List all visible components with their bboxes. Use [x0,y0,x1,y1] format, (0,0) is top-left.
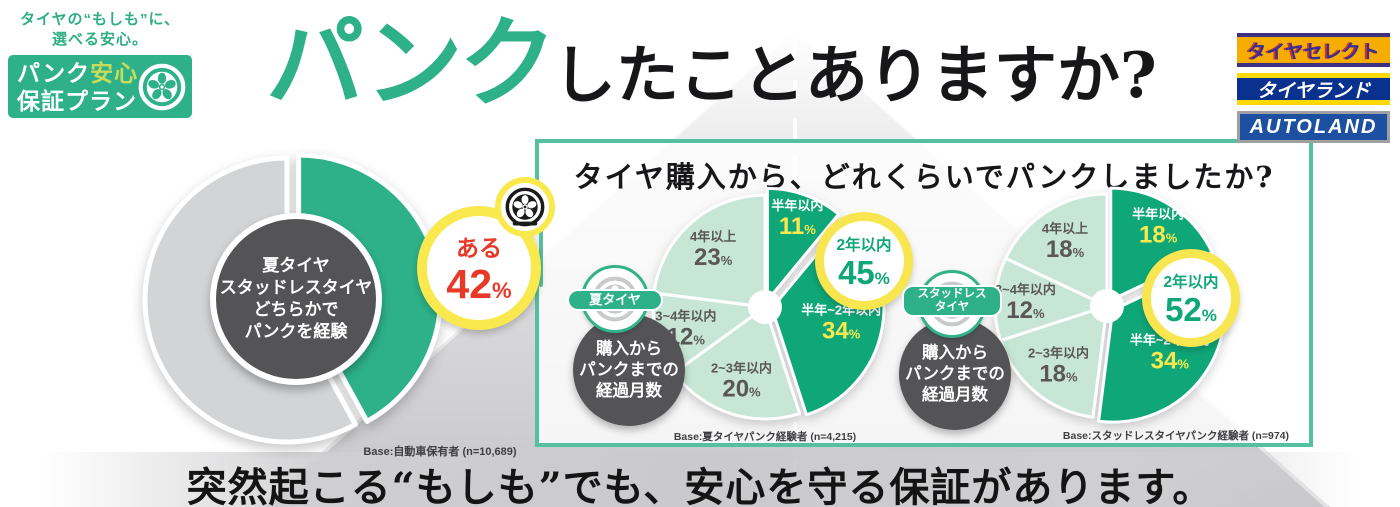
partner-logos: タイヤセレクト タイヤランド AUTOLAND [1237,33,1390,143]
logo-tire-select: タイヤセレクト [1237,33,1390,67]
badge-unit: % [492,278,512,303]
footer-band [0,452,1400,507]
donut-center-label: 夏タイヤ スタッドレスタイヤ どちらかで パンクを経験 [210,213,382,385]
summer-callout-value: 45 [838,254,875,291]
badge-value: 42 [446,261,493,307]
svg-text:34%: 34% [1151,348,1190,375]
summer-tire-pie-chart: 半年以内11%半年~2年以内34%2~3年以内20%3~4年以内12%4年以上2… [651,186,886,421]
page-title-rest: したことありますか? [552,38,1157,112]
svg-text:20%: 20% [722,375,761,402]
summer-tire-banner: 夏タイヤ [567,289,663,311]
flat-tire-icon [505,187,545,227]
logo-word-anshin: 安心 [90,59,139,86]
page-title: パンク したことありますか? [266,12,1157,116]
wheel-icon [138,63,186,111]
svg-text:2~3年以内: 2~3年以内 [711,360,772,375]
svg-text:半年以内: 半年以内 [1132,206,1184,221]
logo-autoland: AUTOLAND [1237,111,1390,143]
logo-word-panku: パンク [17,59,91,86]
brand-tagline: タイヤの“もしも”に、 選べる安心。 [19,11,181,48]
puncture-plan-logo-text: パンク安心 保証プラン [17,59,138,115]
svg-text:4年以上: 4年以上 [690,229,736,244]
svg-text:12%: 12% [1006,297,1045,324]
brand-block: タイヤの“もしも”に、 選べる安心。 パンク安心 保証プラン [8,10,192,118]
summer-callout: 2年以内 45% [815,212,913,310]
svg-text:4年以上: 4年以上 [1042,221,1088,236]
svg-text:18%: 18% [1039,361,1078,388]
svg-text:3~4年以内: 3~4年以内 [995,282,1056,297]
studless-callout-label: 2年以内 [1163,274,1219,291]
summer-base-note: Base:夏タイヤパンク経験者 (n=4,215) [673,431,857,443]
svg-text:3~4年以内: 3~4年以内 [655,308,716,323]
svg-text:34%: 34% [822,318,861,345]
panel-question: タイヤ購入から、どれくらいでパンクしましたか? [573,160,1275,194]
summer-callout-unit: % [874,269,890,288]
question-panel: タイヤ購入から、どれくらいでパンクしましたか? 半年以内 11% 半年~2年以内 34… [509,139,1313,447]
logo-tire-land: タイヤランド [1237,73,1390,105]
svg-text:18%: 18% [1139,221,1178,248]
summer-measure-label: 購入から パンクまでの 経過月数 [573,314,685,426]
puncture-plan-logo: パンク安心 保証プラン [8,55,192,118]
footer-message: 突然起こる“もしも”でも、安心を守る保証があります。 [186,464,1214,507]
summer-callout-label: 2年以内 [836,237,892,254]
studless-callout-value: 52 [1165,291,1202,328]
svg-text:23%: 23% [694,244,733,271]
studless-callout-unit: % [1201,306,1217,325]
aru-42-badge: ある 42% [417,206,541,330]
svg-text:2~3年以内: 2~3年以内 [1028,346,1089,361]
svg-text:18%: 18% [1046,236,1085,263]
studless-tire-banner: スタッドレス タイヤ [902,285,1002,317]
studless-callout: 2年以内 52% [1142,249,1240,347]
badge-label: ある [456,235,502,261]
studless-base-note: Base:スタッドレスタイヤパンク経験者 (n=974) [1062,430,1289,442]
logo-word-hosho-plan: 保証プラン [17,87,137,114]
svg-text:半年以内: 半年以内 [771,198,823,213]
flat-tire-icon-circle [495,177,555,237]
svg-text:11%: 11% [779,213,816,240]
page-title-highlight: パンク [266,8,557,118]
donut-base-note: Base:自動車保有者 (n=10,689) [363,446,517,458]
